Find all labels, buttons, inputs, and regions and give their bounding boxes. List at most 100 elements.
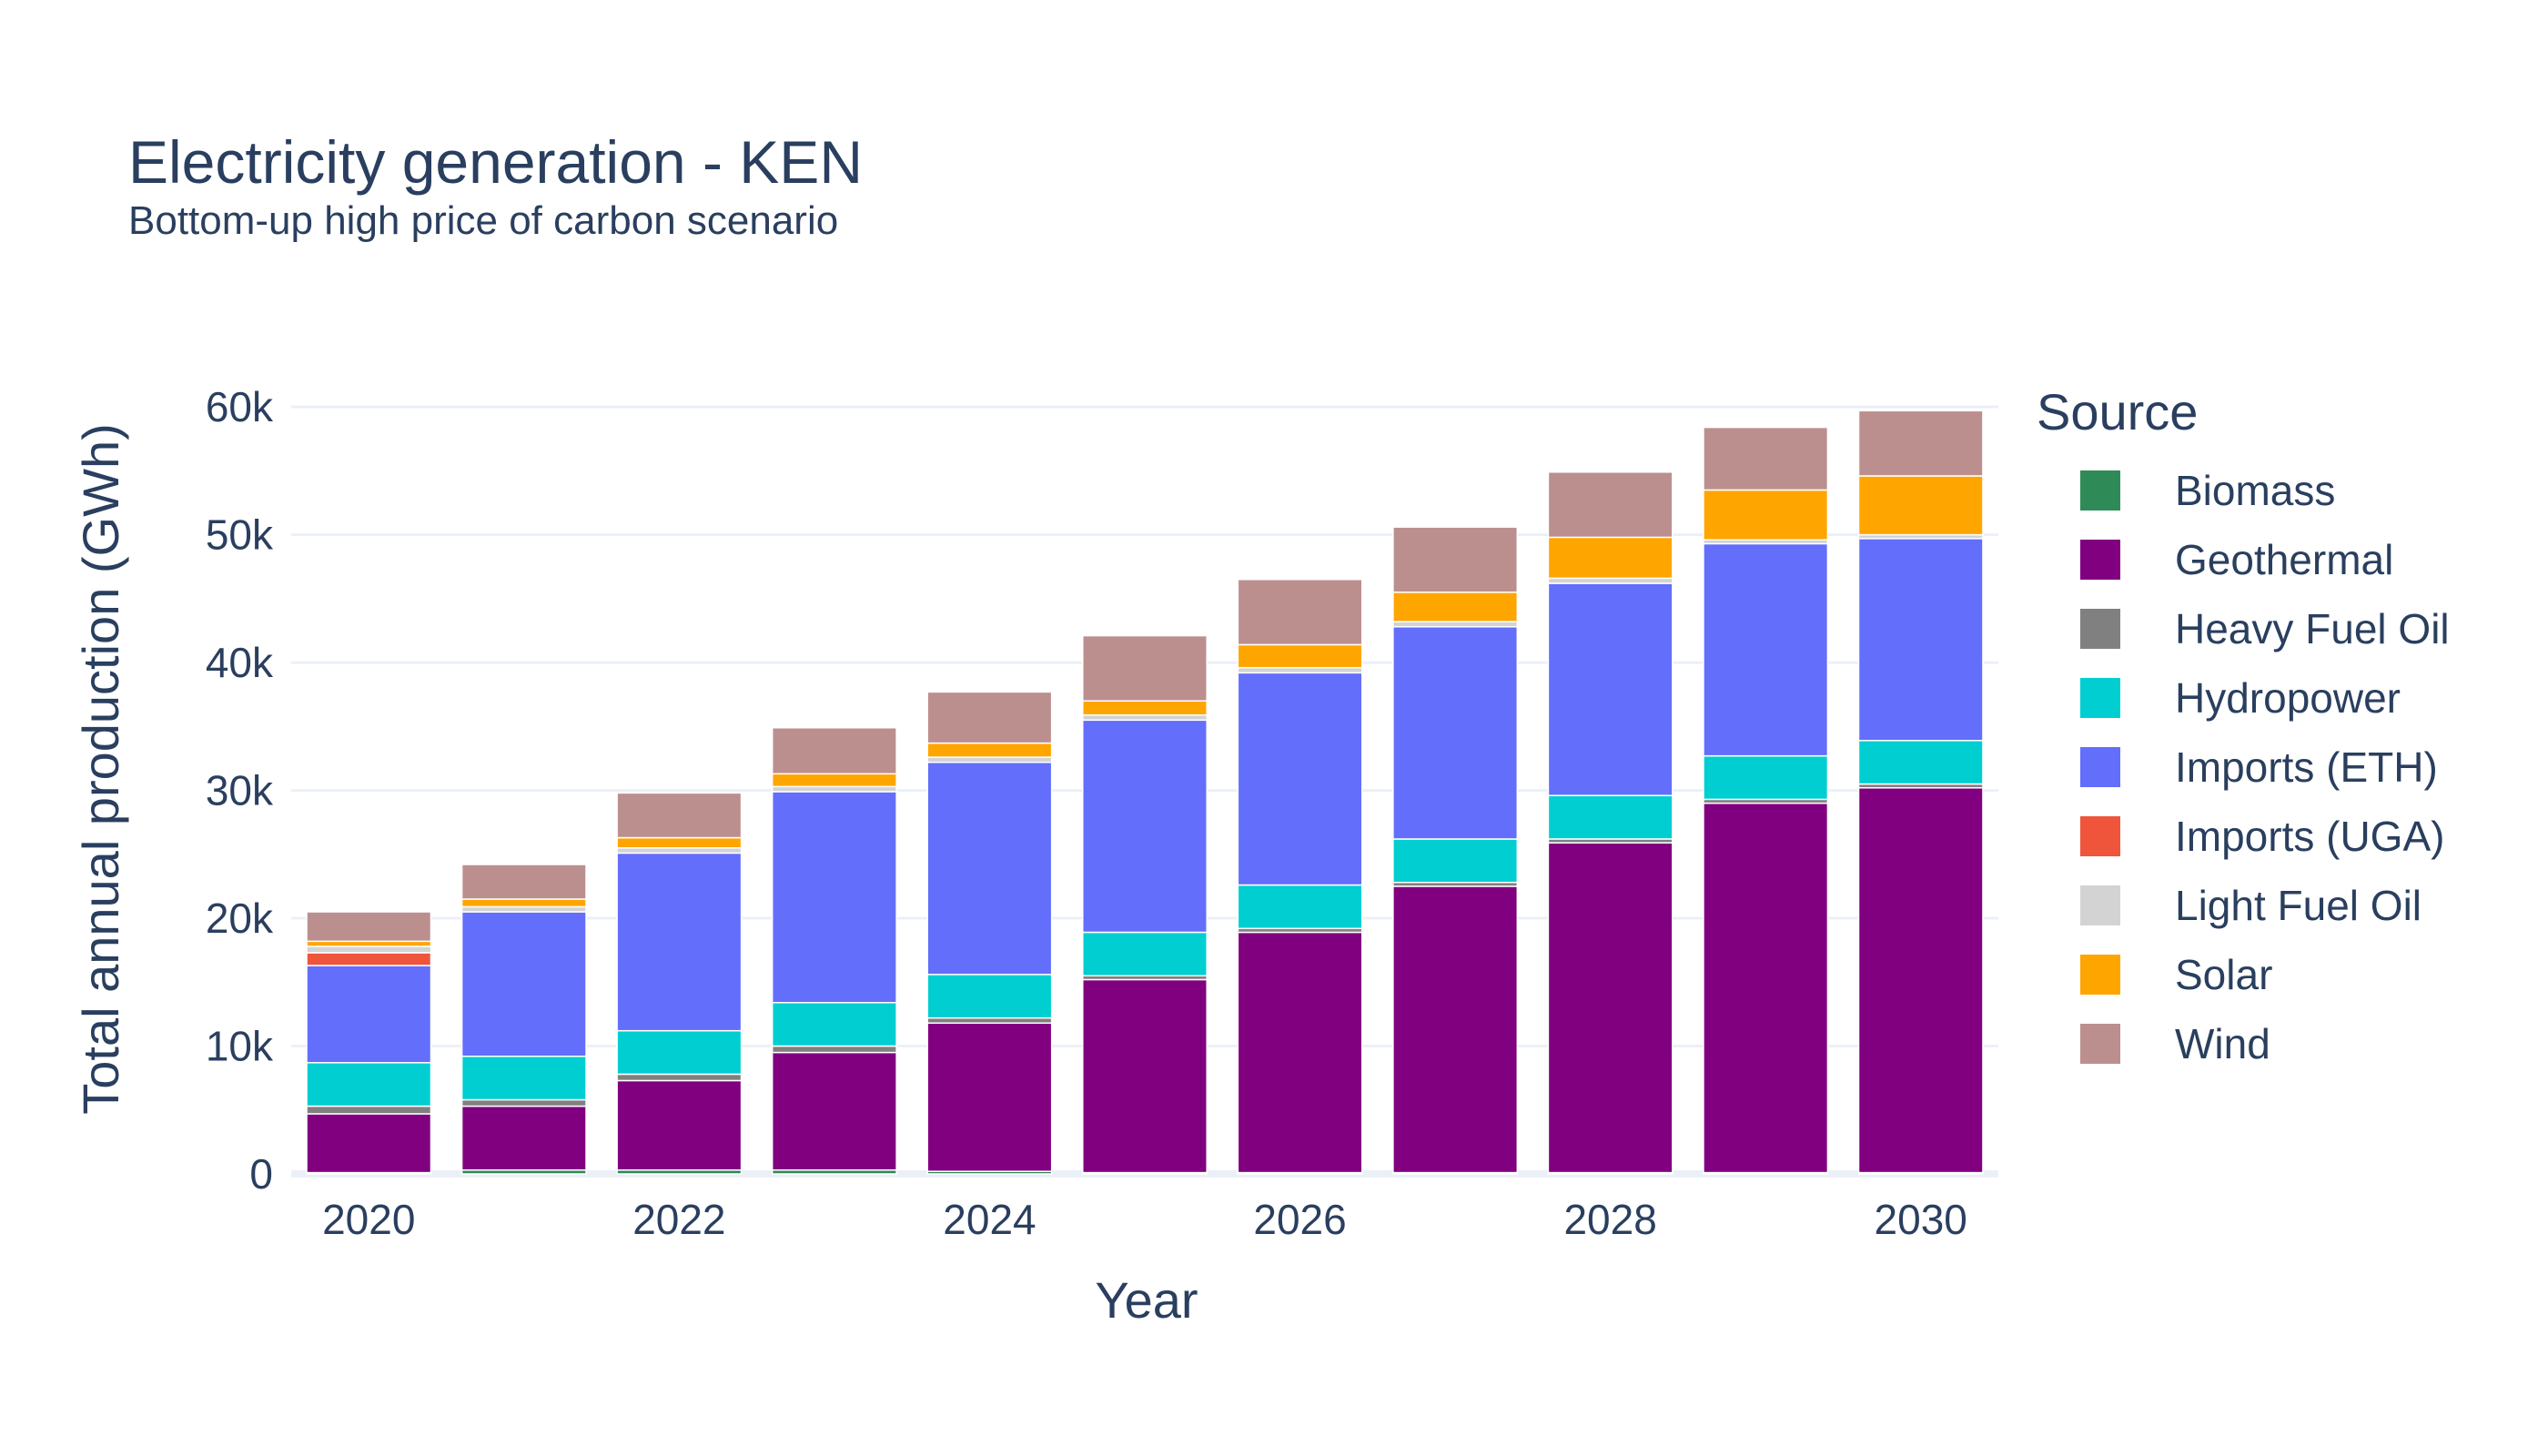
legend-item[interactable]: Hydropower	[2037, 663, 2450, 733]
bar-segment[interactable]	[1082, 700, 1208, 716]
y-tick-label: 50k	[206, 511, 274, 559]
bar-segment[interactable]	[460, 1056, 587, 1101]
bar-segment[interactable]	[460, 911, 587, 1057]
y-tick-label: 0	[249, 1150, 273, 1198]
bar-segment[interactable]	[771, 1045, 897, 1054]
bar-segment[interactable]	[926, 761, 1053, 976]
bar-segment[interactable]	[1857, 475, 1984, 536]
bar-segment[interactable]	[1082, 719, 1208, 934]
legend-items: Biomass Geothermal Heavy Fuel Oil Hydropowe…	[2037, 456, 2450, 1078]
legend-item[interactable]: Biomass	[2037, 456, 2450, 525]
bar-segment[interactable]	[1237, 672, 1363, 886]
y-tick-label: 60k	[206, 383, 274, 430]
bar-segment[interactable]	[1237, 643, 1363, 669]
bar-segment[interactable]	[926, 1022, 1053, 1172]
bar-segment[interactable]	[616, 792, 743, 839]
bar-segment[interactable]	[1392, 838, 1519, 884]
bar-segment[interactable]	[1392, 621, 1519, 628]
bar-segment[interactable]	[616, 847, 743, 854]
bar-segment[interactable]	[771, 773, 897, 788]
legend-item[interactable]: Heavy Fuel Oil	[2037, 594, 2450, 663]
bar-segment[interactable]	[1547, 842, 1673, 1174]
bar-segment[interactable]	[306, 1113, 432, 1174]
bar-segment[interactable]	[1857, 410, 1984, 477]
bar-segment[interactable]	[1392, 592, 1519, 622]
bar-segment[interactable]	[1082, 713, 1208, 722]
bar-segment[interactable]	[306, 965, 432, 1064]
bar-segment[interactable]	[771, 1051, 897, 1171]
bar-segment[interactable]	[460, 1098, 587, 1107]
bar-segment[interactable]	[306, 945, 432, 954]
bar-segment[interactable]	[306, 1062, 432, 1107]
legend-item[interactable]: Solar	[2037, 940, 2450, 1009]
y-tick-label: 30k	[206, 767, 274, 814]
legend: Source Biomass Geothermal Heavy Fuel Oil Hy…	[2037, 382, 2450, 1078]
bar-segment[interactable]	[1703, 426, 1829, 491]
chart-title: Electricity generation - KEN	[128, 128, 863, 196]
bar-segment[interactable]	[460, 905, 587, 913]
legend-item[interactable]: Imports (ETH)	[2037, 733, 2450, 802]
bar-segment[interactable]	[616, 1073, 743, 1082]
bar-segment[interactable]	[1082, 931, 1208, 977]
bar-segment[interactable]	[1392, 885, 1519, 1174]
bar-segment[interactable]	[616, 852, 743, 1032]
bar-segment[interactable]	[460, 1105, 587, 1171]
legend-label: Imports (ETH)	[2175, 743, 2438, 791]
bar-segment[interactable]	[1547, 582, 1673, 796]
legend-label: Biomass	[2175, 467, 2336, 514]
bar-segment[interactable]	[1547, 536, 1673, 580]
bar-segment[interactable]	[771, 785, 897, 793]
bar-segment[interactable]	[1392, 526, 1519, 593]
bar-segment[interactable]	[926, 974, 1053, 1019]
y-tick-label: 20k	[206, 895, 274, 942]
bar-segment[interactable]	[926, 756, 1053, 763]
bar-segment[interactable]	[1392, 626, 1519, 840]
bar-segment[interactable]	[1703, 489, 1829, 541]
legend-item[interactable]: Imports (UGA)	[2037, 802, 2450, 871]
bar-segment[interactable]	[306, 1105, 432, 1115]
bar-segment[interactable]	[306, 940, 432, 947]
x-axis-title: Year	[1095, 1271, 1198, 1329]
bar-segment[interactable]	[1237, 666, 1363, 674]
bar-segment[interactable]	[616, 836, 743, 849]
bar-segment[interactable]	[1547, 794, 1673, 840]
bar-segment[interactable]	[926, 691, 1053, 744]
bar-segment[interactable]	[306, 911, 432, 943]
bar-segment[interactable]	[1703, 542, 1829, 757]
bar-segment[interactable]	[1237, 884, 1363, 930]
bar-segment[interactable]	[771, 726, 897, 775]
bar-segment[interactable]	[1237, 579, 1363, 646]
legend-item[interactable]: Light Fuel Oil	[2037, 871, 2450, 940]
bar-segment[interactable]	[616, 1029, 743, 1076]
bar-segment[interactable]	[1082, 634, 1208, 702]
bar-segment[interactable]	[926, 1016, 1053, 1024]
bar-segment[interactable]	[460, 864, 587, 900]
bar-segment[interactable]	[1237, 931, 1363, 1174]
legend-title: Source	[2037, 383, 2199, 440]
bar-segment[interactable]	[306, 952, 432, 966]
bar-segment[interactable]	[1857, 787, 1984, 1174]
bar-segment[interactable]	[616, 1079, 743, 1171]
bar-segment[interactable]	[460, 898, 587, 908]
legend-swatch	[2080, 609, 2120, 649]
legend-swatch	[2080, 747, 2120, 787]
bar-segment[interactable]	[1857, 740, 1984, 785]
bar-segment[interactable]	[1857, 538, 1984, 742]
bar-segment[interactable]	[1547, 577, 1673, 584]
legend-item[interactable]: Wind	[2037, 1009, 2450, 1078]
legend-label: Solar	[2175, 951, 2273, 998]
bar-segment[interactable]	[1703, 802, 1829, 1174]
bar-segment[interactable]	[771, 1002, 897, 1047]
bar-segment[interactable]	[1547, 471, 1673, 539]
bar-stacks	[306, 410, 1984, 1175]
bar-segment[interactable]	[1082, 978, 1208, 1174]
legend-swatch	[2080, 816, 2120, 856]
y-tick-label: 40k	[206, 639, 274, 686]
bar-segment[interactable]	[926, 742, 1053, 758]
bar-segment[interactable]	[1703, 754, 1829, 801]
bar-segment[interactable]	[771, 791, 897, 1004]
legend-item[interactable]: Geothermal	[2037, 525, 2450, 594]
legend-swatch	[2080, 678, 2120, 718]
x-tick-label: 2020	[322, 1196, 415, 1243]
